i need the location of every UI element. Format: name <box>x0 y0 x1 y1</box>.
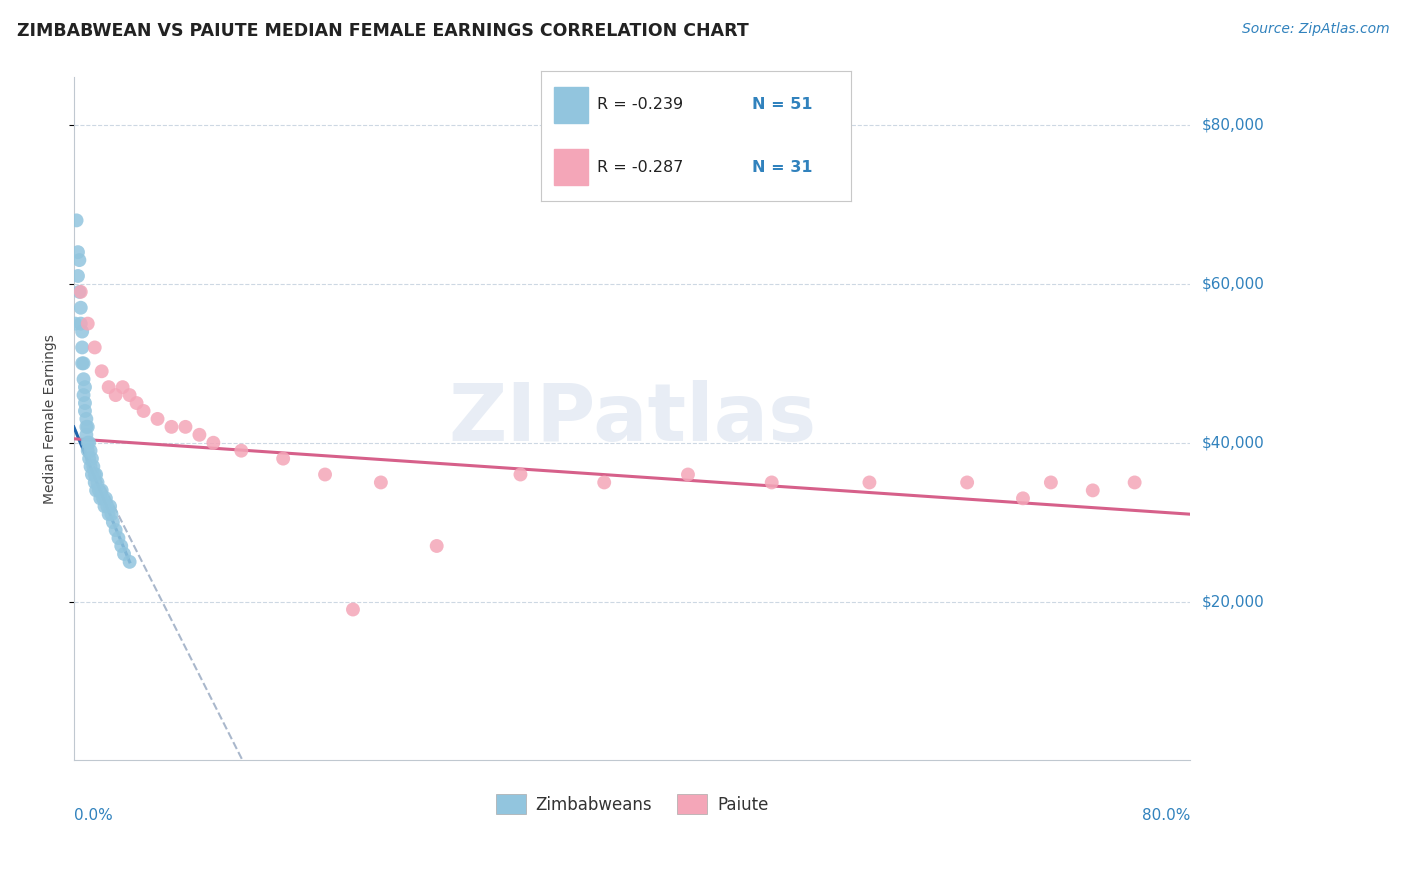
Point <box>231 443 253 458</box>
Text: R = -0.287: R = -0.287 <box>598 160 683 175</box>
Point <box>111 380 134 394</box>
Point <box>80 467 103 482</box>
Point <box>70 356 93 370</box>
Point <box>100 507 122 521</box>
Point <box>593 475 616 490</box>
Point <box>202 435 225 450</box>
Point <box>87 483 110 498</box>
Point <box>72 372 94 386</box>
Point <box>72 388 94 402</box>
Point <box>77 435 100 450</box>
Point <box>83 467 105 482</box>
Text: 80.0%: 80.0% <box>1142 808 1191 823</box>
Point <box>146 412 169 426</box>
Point <box>1123 475 1146 490</box>
Point <box>75 427 97 442</box>
Point <box>761 475 783 490</box>
Point <box>75 412 97 426</box>
Point <box>67 285 90 299</box>
Point <box>67 253 90 268</box>
Point <box>83 341 105 355</box>
Point <box>107 531 129 545</box>
Point <box>89 491 111 506</box>
Point <box>118 555 141 569</box>
Point <box>676 467 699 482</box>
Legend: Zimbabweans, Paiute: Zimbabweans, Paiute <box>489 788 775 821</box>
Point <box>76 443 98 458</box>
Point <box>118 388 141 402</box>
Point <box>174 420 197 434</box>
Point <box>73 380 96 394</box>
Point <box>1012 491 1035 506</box>
Point <box>69 285 91 299</box>
Point <box>82 459 104 474</box>
Point <box>76 317 98 331</box>
Text: ZIMBABWEAN VS PAIUTE MEDIAN FEMALE EARNINGS CORRELATION CHART: ZIMBABWEAN VS PAIUTE MEDIAN FEMALE EARNI… <box>17 22 748 40</box>
Point <box>80 451 103 466</box>
Point <box>342 602 364 616</box>
Point <box>96 500 118 514</box>
Point <box>72 356 94 370</box>
Point <box>79 459 101 474</box>
Point <box>63 317 86 331</box>
Point <box>97 380 120 394</box>
Point <box>73 396 96 410</box>
Point <box>1081 483 1104 498</box>
Point <box>79 443 101 458</box>
Point <box>132 404 155 418</box>
Y-axis label: Median Female Earnings: Median Female Earnings <box>44 334 58 504</box>
Text: 0.0%: 0.0% <box>73 808 112 823</box>
Point <box>76 420 98 434</box>
Point <box>112 547 135 561</box>
Point <box>97 507 120 521</box>
Point <box>125 396 148 410</box>
Text: N = 31: N = 31 <box>752 160 813 175</box>
Point <box>426 539 449 553</box>
Text: ZIPatlas: ZIPatlas <box>449 380 817 458</box>
Point <box>73 404 96 418</box>
Point <box>956 475 979 490</box>
Point <box>509 467 531 482</box>
Point <box>84 483 107 498</box>
Point <box>94 491 117 506</box>
Point <box>75 420 97 434</box>
Point <box>858 475 880 490</box>
Point <box>69 301 91 315</box>
Text: $40,000: $40,000 <box>1202 435 1264 450</box>
Point <box>66 268 89 283</box>
Bar <box>554 87 588 123</box>
Point <box>76 435 98 450</box>
Text: $20,000: $20,000 <box>1202 594 1264 609</box>
Text: $60,000: $60,000 <box>1202 277 1264 292</box>
Point <box>69 317 91 331</box>
Point <box>77 451 100 466</box>
Point <box>91 491 114 506</box>
Point <box>314 467 336 482</box>
Point <box>84 467 107 482</box>
Point <box>70 341 93 355</box>
Point <box>83 475 105 490</box>
Point <box>101 515 124 529</box>
Point <box>70 325 93 339</box>
Point <box>271 451 294 466</box>
Point <box>93 500 115 514</box>
Point <box>66 245 89 260</box>
Text: Source: ZipAtlas.com: Source: ZipAtlas.com <box>1241 22 1389 37</box>
Bar <box>554 149 588 186</box>
Point <box>370 475 392 490</box>
Point <box>104 523 127 537</box>
Point <box>160 420 183 434</box>
Point <box>65 213 87 227</box>
Text: $80,000: $80,000 <box>1202 118 1264 133</box>
Text: N = 51: N = 51 <box>752 97 813 112</box>
Text: R = -0.239: R = -0.239 <box>598 97 683 112</box>
Point <box>86 475 108 490</box>
Point <box>104 388 127 402</box>
Point <box>110 539 132 553</box>
Point <box>90 364 112 378</box>
Point <box>1039 475 1062 490</box>
Point <box>98 500 121 514</box>
Point <box>188 427 211 442</box>
Point <box>90 483 112 498</box>
